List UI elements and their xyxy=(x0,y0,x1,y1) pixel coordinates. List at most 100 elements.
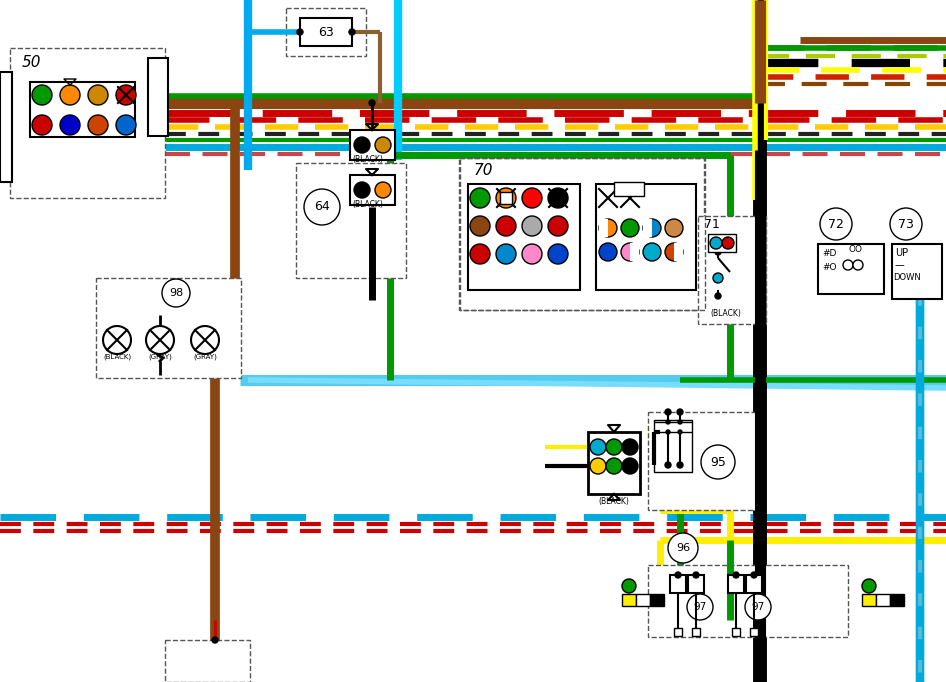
Bar xyxy=(296,163,406,278)
Circle shape xyxy=(621,219,639,237)
Circle shape xyxy=(820,208,852,240)
Circle shape xyxy=(496,188,516,208)
Bar xyxy=(630,243,639,261)
Circle shape xyxy=(677,462,683,468)
Circle shape xyxy=(665,243,683,261)
Bar xyxy=(674,243,683,261)
Bar xyxy=(654,420,692,472)
Text: (BLACK): (BLACK) xyxy=(710,309,742,318)
Circle shape xyxy=(853,260,863,270)
Text: (BLACK): (BLACK) xyxy=(103,353,131,359)
Bar xyxy=(688,575,704,593)
Bar xyxy=(300,18,352,46)
Text: 70: 70 xyxy=(474,163,494,178)
Bar xyxy=(636,594,650,606)
Circle shape xyxy=(297,29,303,35)
Circle shape xyxy=(862,579,876,593)
Circle shape xyxy=(590,439,606,455)
Circle shape xyxy=(622,439,638,455)
Text: (GRAY): (GRAY) xyxy=(193,353,217,359)
Circle shape xyxy=(212,637,218,643)
Text: 50: 50 xyxy=(22,55,42,70)
Bar xyxy=(165,640,250,682)
Bar xyxy=(96,278,241,378)
Circle shape xyxy=(701,445,735,479)
Circle shape xyxy=(665,462,671,468)
Circle shape xyxy=(722,237,734,249)
Circle shape xyxy=(713,273,723,283)
Circle shape xyxy=(375,182,391,198)
Circle shape xyxy=(470,216,490,236)
Bar xyxy=(622,594,636,606)
Text: (BLACK): (BLACK) xyxy=(353,155,383,164)
Bar xyxy=(468,184,580,290)
Text: 64: 64 xyxy=(314,201,330,213)
Circle shape xyxy=(606,458,622,474)
Circle shape xyxy=(677,409,683,415)
Circle shape xyxy=(890,208,922,240)
Text: (BLACK): (BLACK) xyxy=(599,497,629,506)
Circle shape xyxy=(666,430,670,434)
Circle shape xyxy=(522,244,542,264)
Text: 63: 63 xyxy=(318,25,334,38)
Circle shape xyxy=(60,115,80,135)
Circle shape xyxy=(665,409,671,415)
Circle shape xyxy=(751,572,757,578)
Bar xyxy=(650,594,664,606)
Text: 71: 71 xyxy=(704,218,720,231)
Circle shape xyxy=(470,244,490,264)
Bar xyxy=(0,72,12,182)
Bar xyxy=(350,130,395,160)
Circle shape xyxy=(354,182,370,198)
Bar xyxy=(670,575,686,593)
Circle shape xyxy=(622,579,636,593)
Circle shape xyxy=(162,279,190,307)
Bar xyxy=(862,594,876,606)
Bar xyxy=(350,175,395,205)
Bar xyxy=(692,628,700,636)
Circle shape xyxy=(88,115,108,135)
Bar xyxy=(460,158,705,310)
Circle shape xyxy=(191,326,219,354)
Bar xyxy=(500,192,512,204)
Circle shape xyxy=(32,85,52,105)
Bar xyxy=(698,216,766,324)
Text: (GRAY): (GRAY) xyxy=(149,353,172,359)
Bar xyxy=(596,184,696,290)
Bar xyxy=(599,219,608,237)
Text: 97: 97 xyxy=(751,602,764,612)
Bar xyxy=(892,244,942,299)
Circle shape xyxy=(668,533,698,563)
Circle shape xyxy=(606,439,622,455)
Circle shape xyxy=(470,188,490,208)
Text: —: — xyxy=(895,260,904,270)
Text: 97: 97 xyxy=(693,602,707,612)
Circle shape xyxy=(496,216,516,236)
Circle shape xyxy=(621,243,639,261)
Circle shape xyxy=(548,188,568,208)
Text: 98: 98 xyxy=(169,288,184,298)
Bar xyxy=(674,628,682,636)
Bar xyxy=(876,594,890,606)
Circle shape xyxy=(599,243,617,261)
Circle shape xyxy=(622,458,638,474)
Text: #O: #O xyxy=(822,263,836,272)
Circle shape xyxy=(678,430,682,434)
Bar xyxy=(643,219,652,237)
Circle shape xyxy=(146,326,174,354)
Circle shape xyxy=(643,219,661,237)
Circle shape xyxy=(88,85,108,105)
Circle shape xyxy=(675,572,681,578)
Circle shape xyxy=(745,594,771,620)
Text: (BLACK): (BLACK) xyxy=(353,200,383,209)
Text: #D: #D xyxy=(822,249,836,258)
Bar xyxy=(30,82,135,137)
Bar xyxy=(728,575,744,593)
Circle shape xyxy=(116,115,136,135)
Bar xyxy=(459,158,704,310)
Circle shape xyxy=(733,572,739,578)
Bar xyxy=(588,432,640,494)
Circle shape xyxy=(548,216,568,236)
Circle shape xyxy=(349,29,355,35)
Bar xyxy=(286,8,366,56)
